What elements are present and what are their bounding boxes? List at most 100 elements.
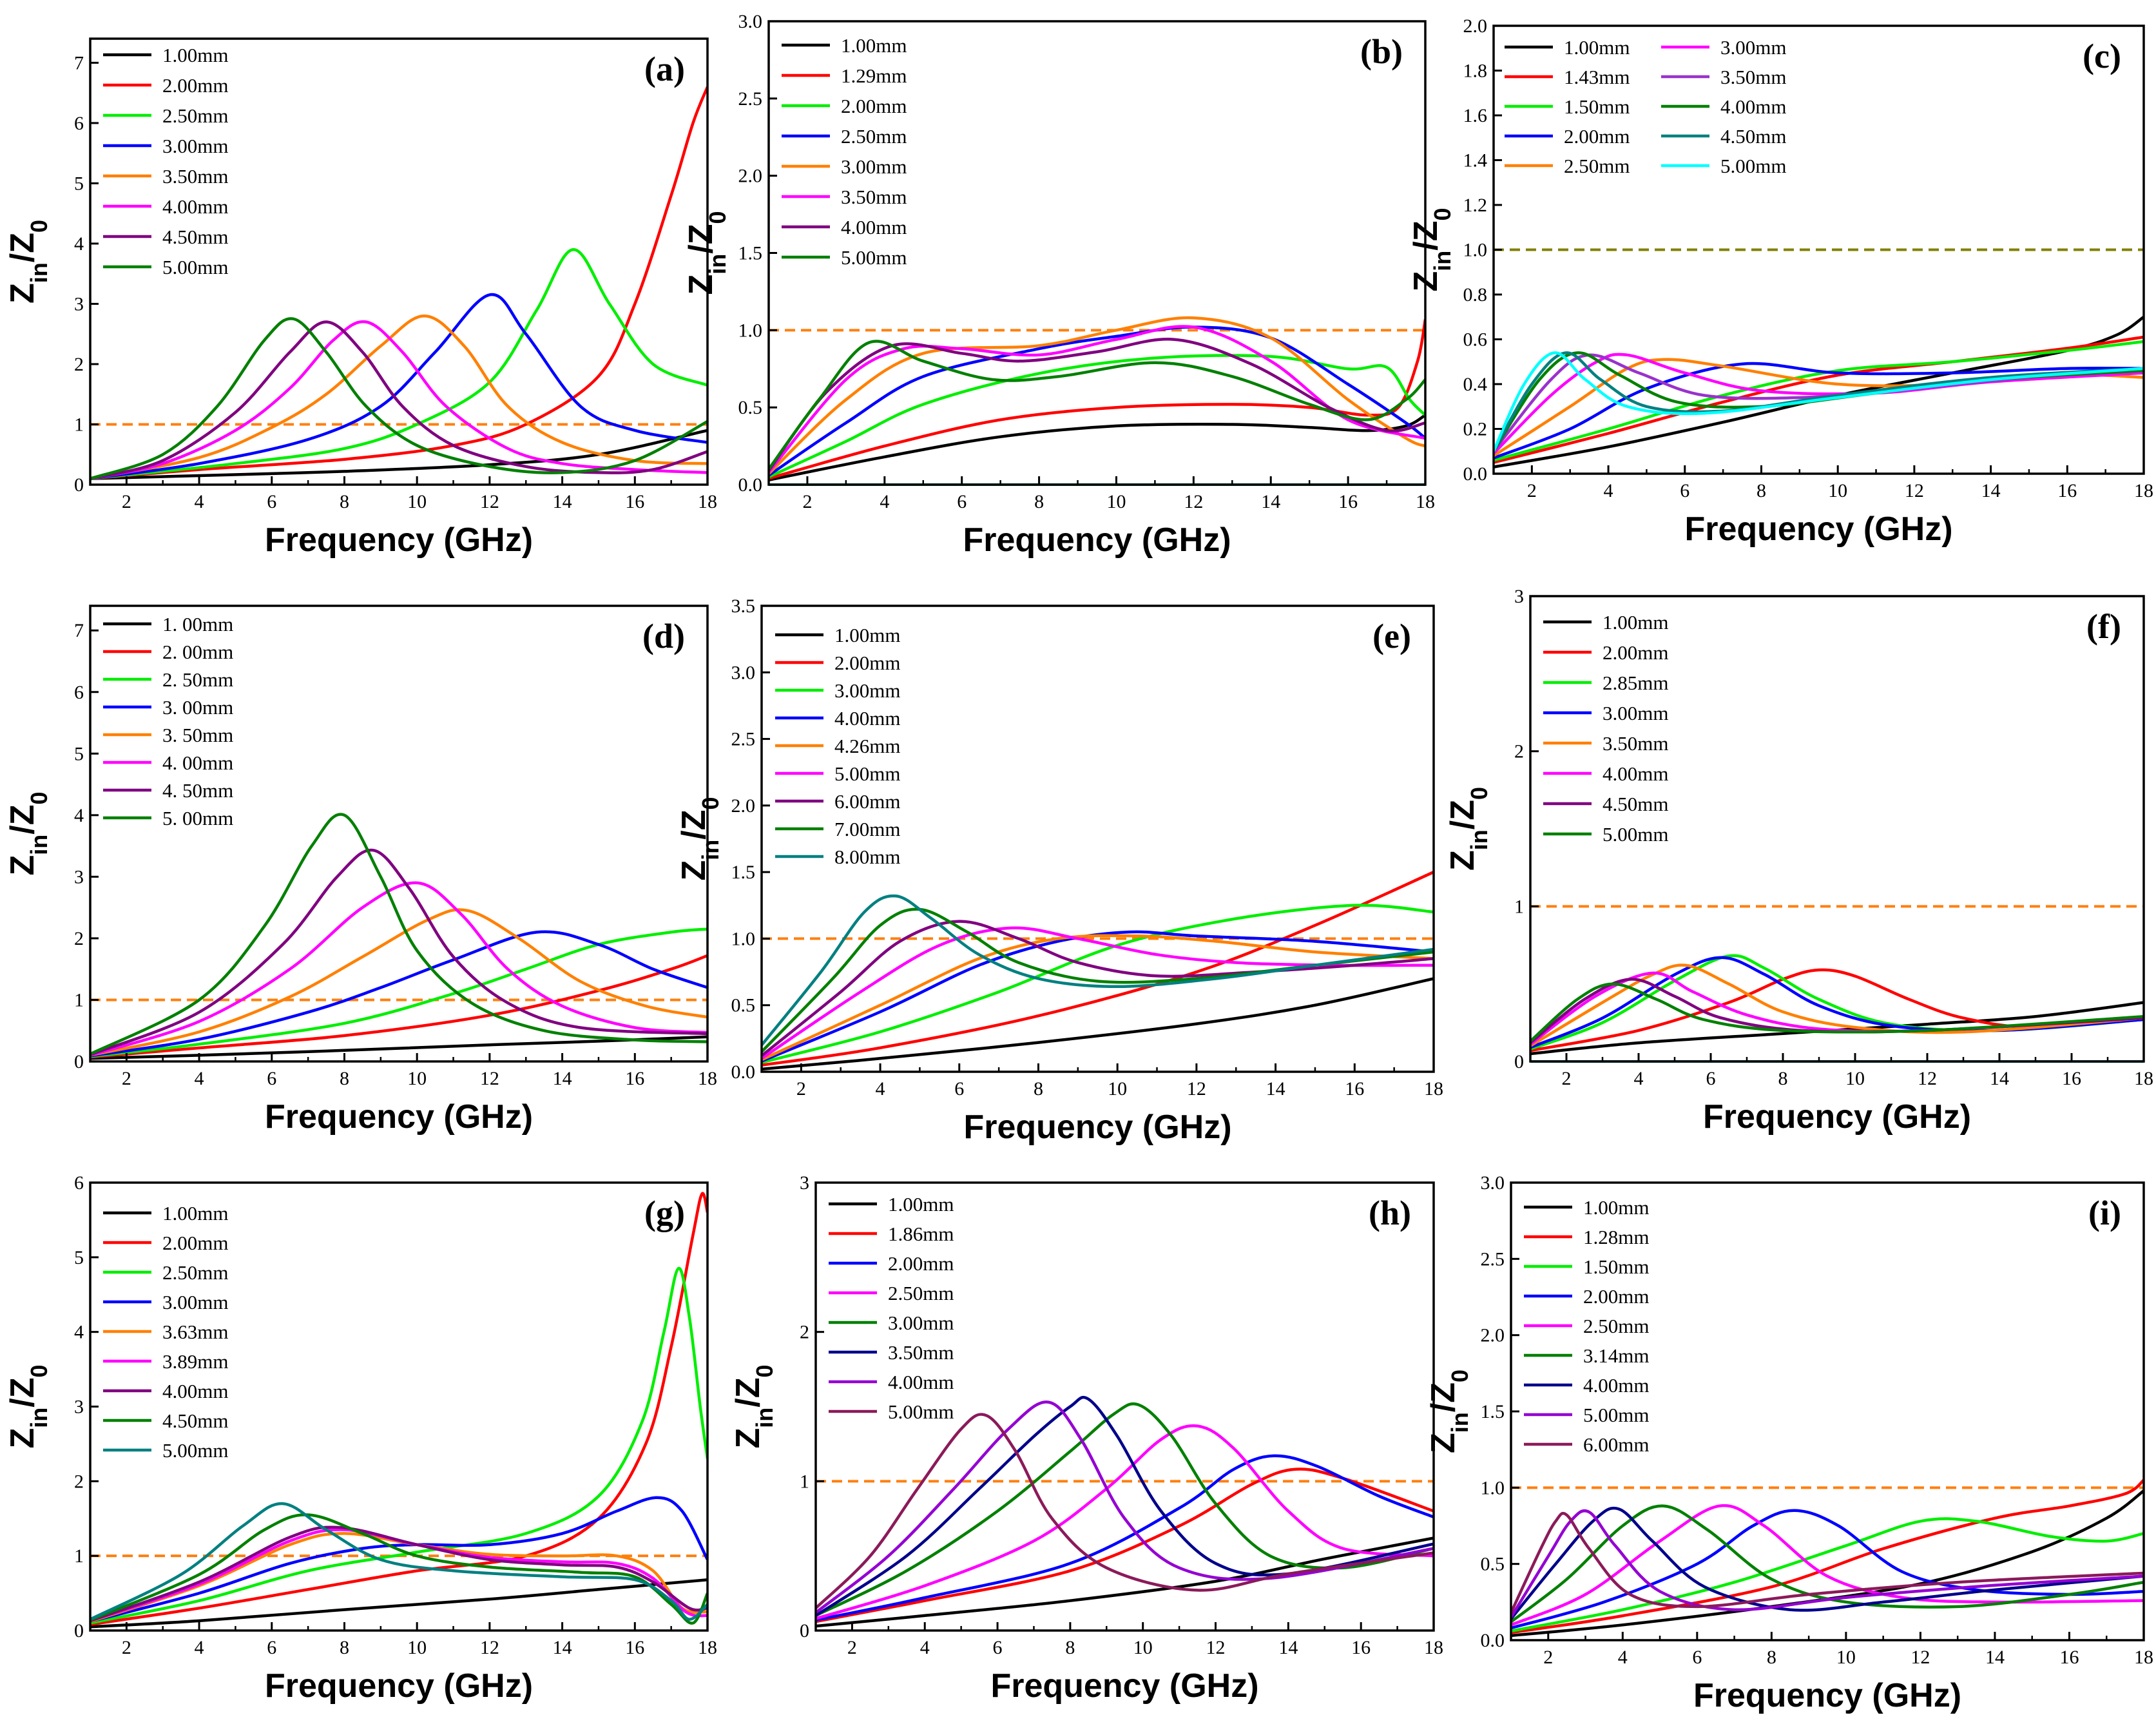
x-tick-label: 16 [2062, 1068, 2081, 1089]
series-line-3 [769, 354, 1425, 479]
legend-label: 2.00mm [162, 1232, 228, 1254]
x-axis-title: Frequency (GHz) [265, 521, 533, 559]
series-lines [90, 1192, 707, 1629]
x-tick-label: 2 [796, 1078, 806, 1099]
x-tick-label: 18 [1416, 491, 1435, 512]
legend-label: 1.86mm [888, 1223, 954, 1245]
series-line-4 [1511, 1509, 2144, 1630]
series-line-9 [90, 1502, 707, 1621]
y-tick-label: 1.6 [1463, 105, 1488, 126]
legend-label: 2.50mm [1583, 1315, 1649, 1337]
legend-label: 6.00mm [834, 790, 900, 813]
y-tick-label: 2.0 [1481, 1325, 1505, 1346]
x-tick-label: 12 [480, 491, 499, 512]
legend: 1.00mm 2.00mm 2.85mm 3.00mm 3.50mm 4.00mm 4.50… [1543, 611, 1668, 846]
legend-label: 3.50mm [1720, 66, 1786, 88]
x-tick-label: 2 [122, 1637, 131, 1658]
x-tick-label: 12 [1911, 1647, 1930, 1668]
x-axis-title: Frequency (GHz) [1703, 1098, 1971, 1136]
legend-label: 1.00mm [162, 44, 228, 66]
y-tick-label: 3.5 [731, 595, 756, 617]
legend-label: 3.00mm [841, 155, 907, 178]
x-tick-label: 18 [698, 491, 717, 512]
y-tick-label: 5 [74, 1247, 84, 1268]
x-tick-label: 6 [267, 491, 276, 512]
y-axis-title: Zin/Z0 [1407, 208, 1456, 291]
legend-label: 2.50mm [162, 1261, 228, 1284]
x-tick-label: 8 [1778, 1068, 1788, 1089]
series-line-5 [90, 314, 707, 480]
y-tick-label: 0.8 [1463, 284, 1488, 305]
x-tick-label: 4 [1634, 1068, 1644, 1089]
legend-label: 3.00mm [162, 1291, 228, 1313]
legend-label: 8.00mm [834, 846, 900, 868]
y-axis-title: Zin/Z0 [682, 211, 731, 295]
y-axis-title: Zin/Z0 [729, 1364, 778, 1448]
x-tick-label: 6 [267, 1068, 276, 1089]
series-line-7 [90, 848, 707, 1056]
y-tick-label: 2.5 [731, 729, 756, 750]
x-tick-label: 10 [1133, 1637, 1153, 1658]
legend-label: 4.50mm [162, 1409, 228, 1432]
legend-label: 4.50mm [1603, 793, 1668, 815]
series-line-9 [1511, 1511, 2144, 1614]
x-axis-title: Frequency (GHz) [963, 521, 1231, 559]
legend: 1. 00mm 2. 00mm 2. 50mm 3. 00mm 3. 50mm 4. 00… [103, 613, 233, 829]
x-tick-label: 8 [1034, 491, 1044, 512]
y-tick-label: 0 [74, 1620, 84, 1641]
series-line-8 [90, 813, 707, 1056]
y-tick-label: 0 [74, 474, 84, 496]
series-line-6 [90, 320, 707, 480]
legend-label: 4.00mm [1603, 762, 1668, 785]
legend-label: 3.00mm [1720, 36, 1786, 59]
legend-label: 1.00mm [841, 34, 907, 57]
panel-label: (i) [2088, 1194, 2121, 1232]
y-tick-label: 1 [1514, 896, 1524, 917]
series-line-4 [90, 1496, 707, 1623]
legend-label: 1.00mm [1603, 611, 1668, 634]
y-tick-label: 0 [800, 1620, 809, 1641]
legend-label: 1.00mm [1583, 1196, 1649, 1219]
legend-label: 4.00mm [1583, 1374, 1649, 1397]
legend-label: 3. 00mm [162, 696, 233, 719]
x-tick-label: 4 [195, 1637, 204, 1658]
x-tick-label: 14 [1261, 491, 1280, 512]
legend-label: 5.00mm [888, 1400, 954, 1423]
series-line-2 [762, 871, 1434, 1067]
series-line-6 [769, 325, 1425, 474]
legend-label: 4. 00mm [162, 751, 233, 774]
y-tick-label: 2.0 [1463, 15, 1488, 37]
y-tick-label: 2.0 [731, 795, 756, 817]
legend-label: 1.43mm [1564, 66, 1630, 88]
series-lines [816, 1395, 1434, 1628]
panel-label: (h) [1369, 1194, 1411, 1232]
x-tick-label: 12 [1187, 1078, 1206, 1099]
series-lines [1511, 1478, 2144, 1638]
legend-label: 1.28mm [1583, 1226, 1649, 1248]
x-tick-label: 14 [553, 1068, 572, 1089]
legend-label: 2.50mm [888, 1282, 954, 1304]
series-line-5 [762, 934, 1434, 1061]
x-tick-label: 4 [195, 1068, 204, 1089]
x-tick-label: 4 [1604, 480, 1613, 501]
y-tick-label: 3.0 [731, 662, 756, 683]
series-lines [762, 871, 1434, 1071]
legend: 1.00mm 1.86mm 2.00mm 2.50mm 3.00mm 3.50mm 4.00… [829, 1193, 954, 1423]
x-axis-title: Frequency (GHz) [1693, 1677, 1961, 1714]
x-tick-label: 16 [625, 1068, 644, 1089]
legend: 1.00mm 1.43mm 1.50mm 2.00mm 2.50mm 3.00mm 3.50… [1505, 36, 1786, 177]
x-tick-label: 4 [920, 1637, 930, 1658]
y-tick-label: 7 [74, 620, 84, 641]
series-line-1 [90, 1578, 707, 1629]
y-tick-label: 2 [74, 354, 84, 375]
x-tick-label: 14 [1278, 1637, 1298, 1658]
series-line-7 [90, 320, 707, 480]
x-tick-label: 2 [1562, 1068, 1572, 1089]
x-tick-label: 16 [625, 1637, 644, 1658]
x-tick-label: 10 [407, 1068, 427, 1089]
series-line-2 [90, 86, 707, 480]
series-line-2 [816, 1467, 1434, 1623]
x-tick-label: 16 [1338, 491, 1358, 512]
